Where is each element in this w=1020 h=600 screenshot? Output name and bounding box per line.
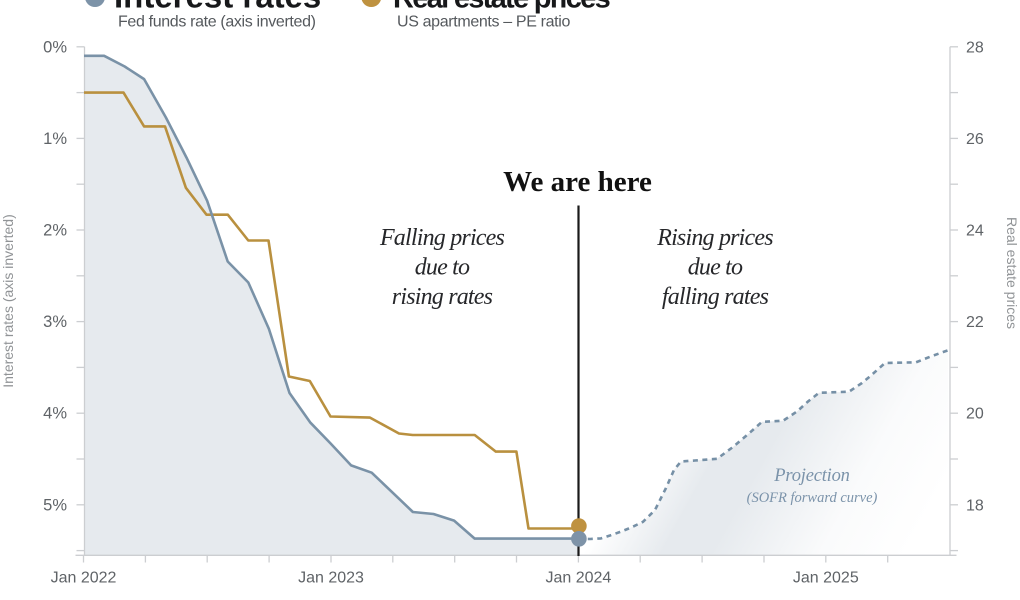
- svg-text:4%: 4%: [43, 405, 67, 423]
- svg-text:24: 24: [966, 223, 984, 240]
- svg-text:22: 22: [966, 314, 984, 331]
- svg-text:0%: 0%: [43, 38, 67, 56]
- svg-text:falling rates: falling rates: [662, 284, 769, 310]
- svg-text:Projection: Projection: [773, 466, 849, 486]
- svg-text:5%: 5%: [43, 496, 67, 514]
- svg-text:We are here: We are here: [503, 166, 652, 198]
- svg-text:2%: 2%: [43, 222, 67, 240]
- svg-text:20: 20: [966, 406, 984, 423]
- svg-text:Rising prices: Rising prices: [656, 225, 773, 251]
- svg-text:Jan 2023: Jan 2023: [298, 570, 364, 587]
- svg-text:US apartments – PE ratio: US apartments – PE ratio: [397, 13, 570, 30]
- svg-text:due to: due to: [415, 255, 470, 281]
- svg-text:Interest rates (axis inverted): Interest rates (axis inverted): [0, 214, 16, 388]
- svg-text:28: 28: [966, 39, 984, 56]
- svg-text:Falling prices: Falling prices: [379, 225, 505, 251]
- svg-text:Fed funds rate (axis inverted): Fed funds rate (axis inverted): [118, 13, 316, 30]
- svg-text:Interest rates: Interest rates: [114, 0, 321, 15]
- svg-text:due to: due to: [688, 255, 743, 281]
- svg-text:1%: 1%: [43, 130, 67, 148]
- svg-text:rising rates: rising rates: [392, 284, 493, 310]
- svg-text:Jan 2022: Jan 2022: [51, 570, 117, 587]
- svg-text:(SOFR forward curve): (SOFR forward curve): [747, 490, 878, 506]
- svg-text:3%: 3%: [43, 313, 67, 331]
- svg-text:Real estate prices: Real estate prices: [393, 0, 610, 15]
- svg-text:Jan 2025: Jan 2025: [793, 570, 859, 587]
- svg-text:Real estate prices: Real estate prices: [1004, 217, 1020, 329]
- svg-text:Jan 2024: Jan 2024: [545, 570, 611, 587]
- svg-text:18: 18: [966, 497, 984, 514]
- svg-text:26: 26: [966, 131, 984, 148]
